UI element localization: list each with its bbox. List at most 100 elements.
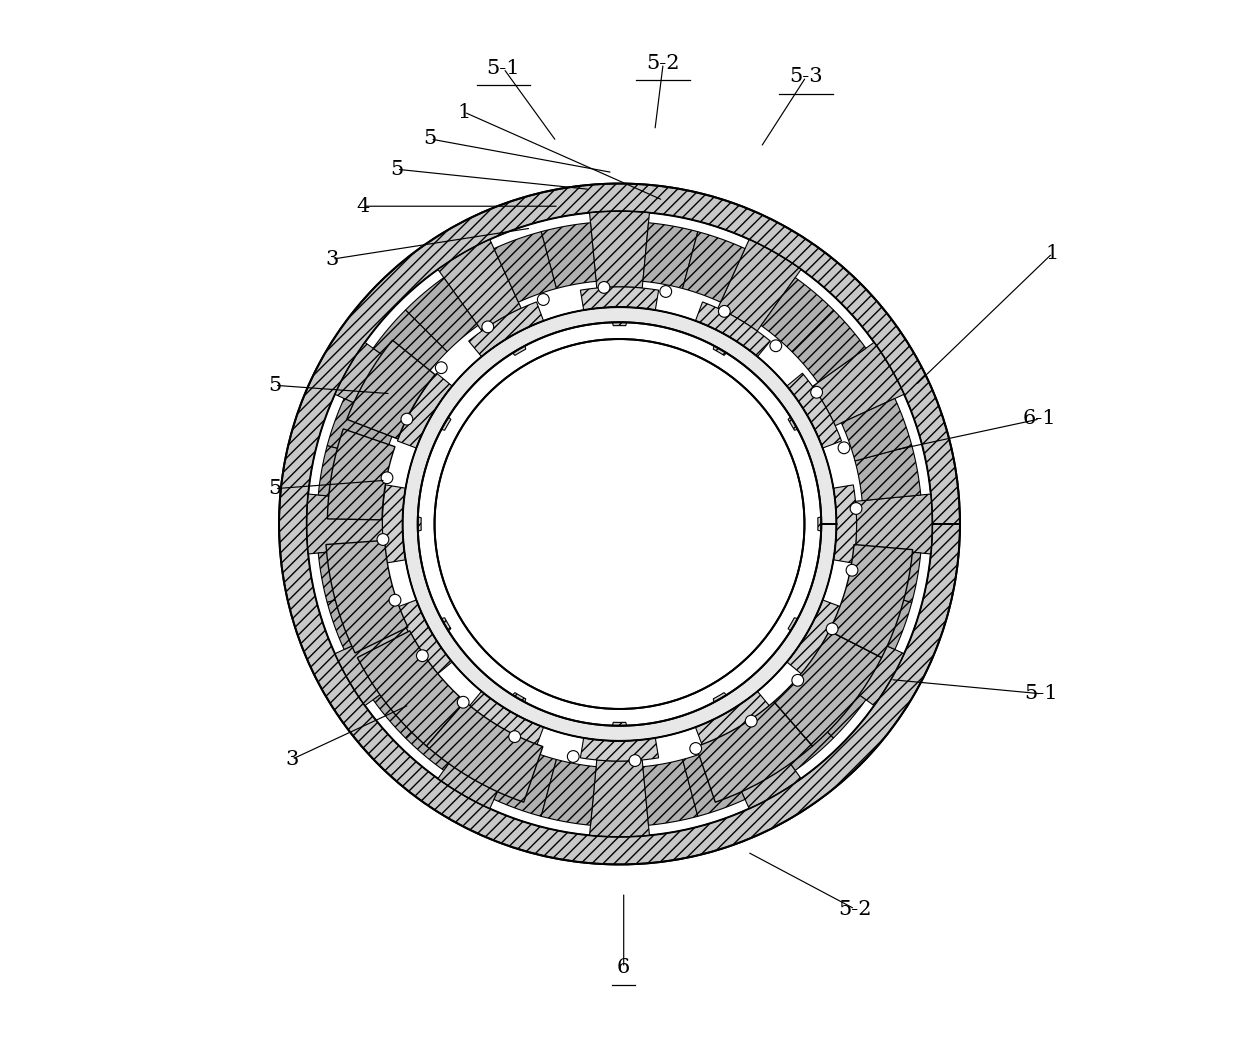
Polygon shape — [327, 587, 398, 650]
Polygon shape — [608, 307, 631, 326]
Polygon shape — [307, 494, 384, 554]
Circle shape — [567, 750, 579, 762]
Circle shape — [769, 340, 782, 352]
Text: 5-3: 5-3 — [789, 67, 823, 86]
Polygon shape — [494, 232, 556, 302]
Polygon shape — [502, 693, 525, 717]
Text: 5: 5 — [268, 376, 281, 395]
Polygon shape — [405, 278, 478, 352]
Polygon shape — [683, 232, 745, 302]
Text: 5: 5 — [268, 479, 281, 498]
Text: 5-2: 5-2 — [647, 53, 680, 72]
Polygon shape — [494, 746, 556, 816]
Polygon shape — [403, 307, 836, 741]
Polygon shape — [761, 696, 834, 770]
Text: 1: 1 — [457, 103, 471, 122]
Polygon shape — [841, 398, 912, 461]
Circle shape — [482, 321, 493, 333]
Polygon shape — [468, 302, 544, 356]
Text: 5-1: 5-1 — [487, 59, 520, 78]
Polygon shape — [788, 617, 813, 642]
Polygon shape — [855, 494, 932, 554]
Polygon shape — [335, 623, 426, 705]
Polygon shape — [695, 692, 771, 746]
Polygon shape — [717, 717, 802, 809]
Polygon shape — [326, 541, 408, 653]
Polygon shape — [714, 331, 737, 355]
Polygon shape — [347, 341, 435, 439]
Circle shape — [435, 362, 447, 373]
Polygon shape — [829, 545, 913, 657]
Polygon shape — [318, 445, 384, 501]
Polygon shape — [279, 183, 960, 865]
Polygon shape — [335, 343, 426, 425]
Polygon shape — [327, 398, 398, 461]
Circle shape — [629, 755, 641, 766]
Polygon shape — [855, 445, 921, 501]
Text: 5-1: 5-1 — [1025, 684, 1058, 703]
Polygon shape — [590, 760, 649, 836]
Circle shape — [810, 387, 823, 398]
Polygon shape — [834, 485, 856, 563]
Polygon shape — [643, 760, 698, 825]
Polygon shape — [426, 617, 451, 642]
Circle shape — [389, 594, 401, 606]
Circle shape — [538, 293, 549, 305]
Polygon shape — [398, 599, 452, 675]
Text: 6-1: 6-1 — [1023, 410, 1057, 429]
Circle shape — [838, 442, 850, 454]
Polygon shape — [580, 287, 659, 310]
Text: 5-2: 5-2 — [838, 899, 872, 918]
Polygon shape — [608, 722, 631, 741]
Polygon shape — [383, 485, 405, 563]
Polygon shape — [643, 223, 698, 288]
Text: 3: 3 — [285, 750, 299, 769]
Polygon shape — [357, 631, 465, 746]
Circle shape — [382, 472, 393, 483]
Polygon shape — [426, 406, 451, 431]
Polygon shape — [437, 717, 522, 809]
Polygon shape — [788, 406, 813, 431]
Polygon shape — [426, 702, 543, 802]
Polygon shape — [855, 547, 921, 603]
Polygon shape — [792, 310, 866, 383]
Polygon shape — [502, 331, 525, 355]
Circle shape — [746, 715, 757, 727]
Circle shape — [792, 675, 804, 686]
Polygon shape — [695, 302, 771, 356]
Polygon shape — [813, 623, 904, 705]
Circle shape — [660, 286, 672, 298]
Text: 3: 3 — [326, 249, 338, 268]
Polygon shape — [398, 373, 452, 449]
Polygon shape — [590, 212, 649, 288]
Circle shape — [416, 650, 429, 661]
Circle shape — [509, 730, 520, 743]
Circle shape — [457, 696, 470, 708]
Circle shape — [401, 413, 413, 425]
Polygon shape — [318, 547, 384, 603]
Polygon shape — [580, 738, 659, 761]
Circle shape — [377, 533, 389, 545]
Polygon shape — [405, 696, 478, 770]
Polygon shape — [403, 512, 421, 536]
Circle shape — [719, 305, 730, 318]
Polygon shape — [468, 692, 544, 746]
Circle shape — [435, 340, 804, 708]
Polygon shape — [541, 760, 596, 825]
Polygon shape — [696, 702, 813, 802]
Polygon shape — [841, 587, 912, 650]
Polygon shape — [774, 631, 882, 746]
Polygon shape — [761, 278, 834, 352]
Text: 1: 1 — [1046, 244, 1059, 263]
Polygon shape — [327, 429, 395, 520]
Polygon shape — [714, 693, 737, 717]
Polygon shape — [541, 223, 596, 288]
Circle shape — [846, 565, 857, 576]
Polygon shape — [787, 373, 841, 449]
Polygon shape — [813, 343, 904, 425]
Polygon shape — [683, 746, 745, 816]
Polygon shape — [373, 665, 447, 738]
Text: 5: 5 — [390, 159, 404, 179]
Text: 5: 5 — [424, 130, 437, 149]
Polygon shape — [787, 599, 841, 675]
